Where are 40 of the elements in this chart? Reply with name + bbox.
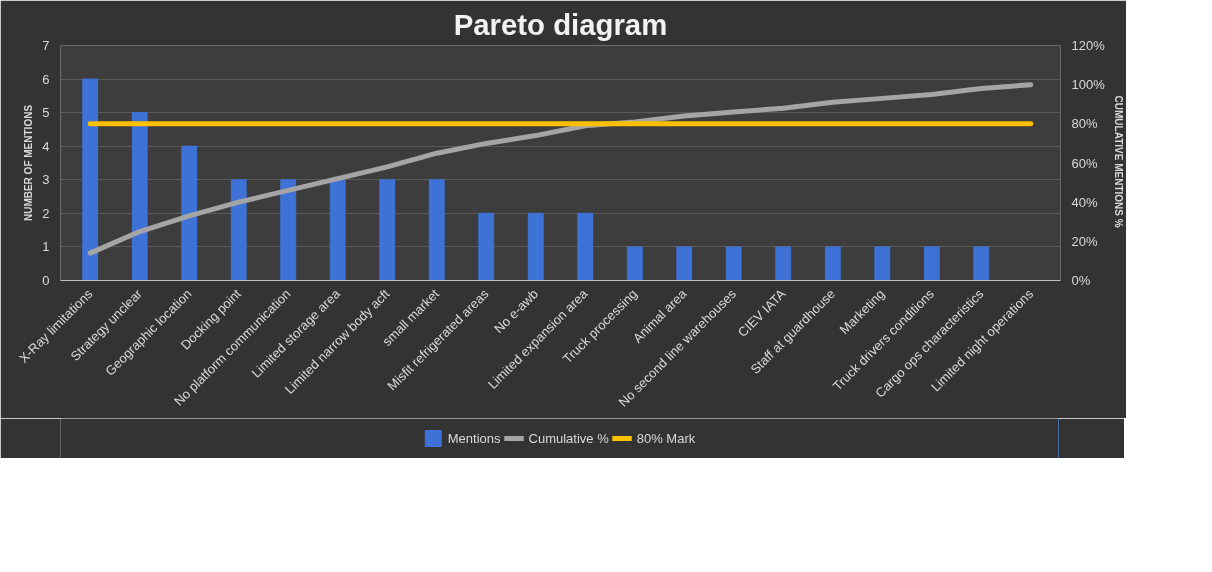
y2-tick-label: 100% <box>1071 77 1106 93</box>
y-tick-label: 5 <box>42 105 50 121</box>
bar <box>131 112 148 281</box>
y-tick-label: 0 <box>42 273 50 288</box>
bar <box>478 212 495 281</box>
legend-label: 80% Mark <box>636 430 696 446</box>
y-tick-label: 6 <box>42 71 50 87</box>
bar <box>824 246 841 281</box>
bar <box>82 78 99 281</box>
bar <box>923 246 940 281</box>
bar <box>181 145 198 281</box>
y2-tick-label: 40% <box>1071 194 1098 210</box>
y-tick-label: 7 <box>42 38 50 53</box>
y-tick-label: 3 <box>42 172 50 188</box>
bar <box>676 246 693 281</box>
y-tick-label: 4 <box>42 138 50 154</box>
y-tick-label: 1 <box>42 239 50 255</box>
y2-tick-label: 60% <box>1071 155 1098 171</box>
bar <box>725 246 742 281</box>
bar <box>230 179 247 281</box>
legend-label: Cumulative % <box>528 430 609 446</box>
y2-tick-label: 0% <box>1071 273 1091 288</box>
y-tick-label: 2 <box>42 205 50 221</box>
y2-tick-label: 20% <box>1071 233 1098 249</box>
y2-tick-label: 120% <box>1071 38 1106 53</box>
chart-title: Pareto diagram <box>453 7 668 41</box>
bar <box>379 179 396 281</box>
bar <box>280 179 297 281</box>
bar <box>775 246 792 281</box>
bar <box>329 179 346 281</box>
bar <box>874 246 891 281</box>
legend-label: Mentions <box>447 430 501 446</box>
bar <box>428 179 445 281</box>
y-axis-title: NUMBER OF MENTIONS <box>23 104 35 222</box>
bar <box>973 246 990 281</box>
bar <box>577 212 594 281</box>
y2-tick-label: 80% <box>1071 116 1098 132</box>
y2-axis-title: CUMULATIVE MENTIONS % <box>1112 95 1124 228</box>
bar <box>527 212 544 281</box>
bar <box>626 246 643 281</box>
